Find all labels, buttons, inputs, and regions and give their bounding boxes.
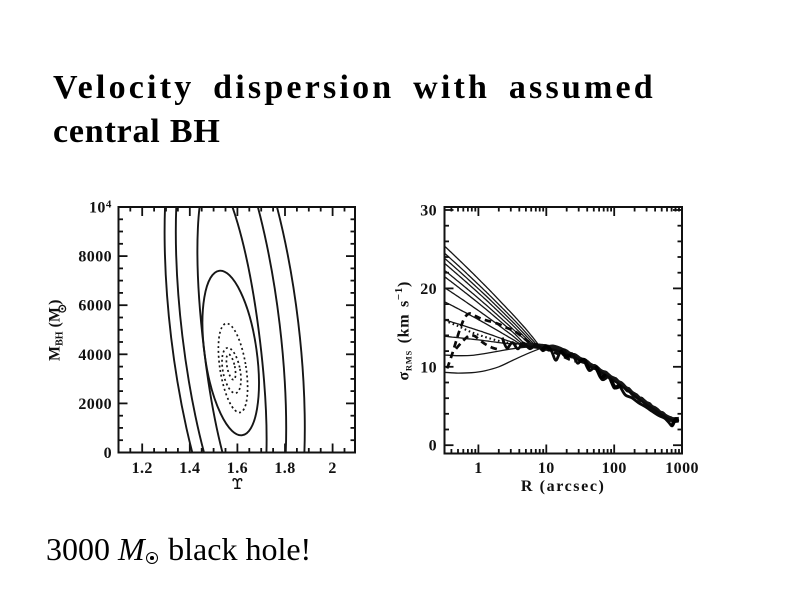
svg-text:1.2: 1.2	[132, 460, 153, 477]
svg-text:1000: 1000	[665, 460, 699, 477]
svg-text:1: 1	[474, 460, 482, 477]
svg-text:8000: 8000	[78, 249, 112, 266]
svg-text:0: 0	[104, 445, 112, 462]
svg-text:1.4: 1.4	[179, 460, 200, 477]
svg-text:R (arcsec): R (arcsec)	[521, 478, 606, 495]
svg-text:): )	[47, 300, 64, 305]
svg-text:1.8: 1.8	[274, 460, 295, 477]
svg-text:104: 104	[89, 199, 112, 217]
svg-text:30: 30	[420, 203, 437, 220]
svg-text:10: 10	[538, 460, 555, 477]
svg-text:4000: 4000	[78, 347, 112, 364]
svg-text:1.6: 1.6	[227, 460, 248, 477]
svg-text:20: 20	[420, 281, 437, 298]
svg-text:100: 100	[602, 460, 627, 477]
svg-text:2: 2	[328, 460, 336, 477]
svg-text:2000: 2000	[78, 396, 112, 413]
svg-text:10: 10	[420, 359, 437, 376]
svg-text:6000: 6000	[78, 298, 112, 315]
svg-text:0: 0	[429, 438, 437, 455]
svg-text:MBH (M: MBH (M	[47, 307, 66, 361]
svg-text:σRMS (km s−1): σRMS (km s−1)	[393, 281, 414, 381]
